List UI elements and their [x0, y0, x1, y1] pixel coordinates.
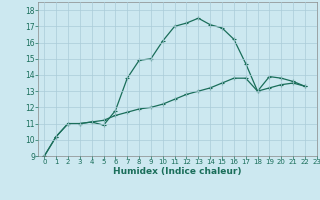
- X-axis label: Humidex (Indice chaleur): Humidex (Indice chaleur): [113, 167, 242, 176]
